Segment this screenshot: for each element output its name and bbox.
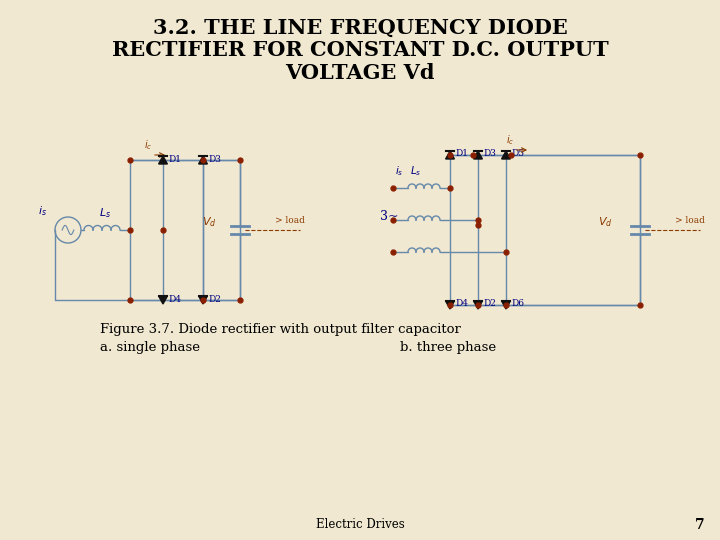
Text: D3: D3 bbox=[483, 150, 496, 159]
Text: D1: D1 bbox=[455, 150, 469, 159]
Text: b. three phase: b. three phase bbox=[400, 341, 496, 354]
Text: $i_s$: $i_s$ bbox=[395, 164, 403, 178]
Polygon shape bbox=[158, 156, 167, 164]
Polygon shape bbox=[474, 151, 482, 159]
Text: a. single phase: a. single phase bbox=[100, 341, 200, 354]
Polygon shape bbox=[502, 151, 510, 159]
Text: $L_s$: $L_s$ bbox=[99, 206, 111, 220]
Text: D2: D2 bbox=[483, 300, 496, 308]
Text: D6: D6 bbox=[511, 300, 524, 308]
Text: > load: > load bbox=[675, 216, 705, 225]
Polygon shape bbox=[474, 301, 482, 309]
Text: 3.2. THE LINE FREQUENCY DIODE: 3.2. THE LINE FREQUENCY DIODE bbox=[153, 18, 567, 38]
Text: 7: 7 bbox=[696, 518, 705, 532]
Text: D1: D1 bbox=[168, 154, 181, 164]
Text: D2: D2 bbox=[208, 294, 221, 303]
Text: 3~: 3~ bbox=[380, 210, 398, 223]
Polygon shape bbox=[446, 151, 454, 159]
Polygon shape bbox=[446, 301, 454, 309]
Text: RECTIFIER FOR CONSTANT D.C. OUTPUT: RECTIFIER FOR CONSTANT D.C. OUTPUT bbox=[112, 40, 608, 60]
Text: $L_s$: $L_s$ bbox=[410, 164, 421, 178]
Text: D3: D3 bbox=[208, 154, 221, 164]
Text: D4: D4 bbox=[168, 294, 181, 303]
Text: D5: D5 bbox=[511, 150, 525, 159]
Text: $V_d$: $V_d$ bbox=[598, 215, 613, 229]
Text: D4: D4 bbox=[455, 300, 469, 308]
Text: $i_c$: $i_c$ bbox=[506, 133, 514, 147]
Text: $V_d$: $V_d$ bbox=[202, 215, 217, 229]
Text: > load: > load bbox=[275, 216, 305, 225]
Text: $i_s$: $i_s$ bbox=[38, 204, 47, 218]
Polygon shape bbox=[199, 156, 207, 164]
Polygon shape bbox=[199, 296, 207, 304]
Text: Electric Drives: Electric Drives bbox=[315, 518, 405, 531]
Polygon shape bbox=[502, 301, 510, 309]
Text: Figure 3.7. Diode rectifier with output filter capacitor: Figure 3.7. Diode rectifier with output … bbox=[100, 323, 461, 336]
Text: VOLTAGE Vd: VOLTAGE Vd bbox=[285, 63, 435, 83]
Text: $i_c$: $i_c$ bbox=[144, 138, 152, 152]
Polygon shape bbox=[158, 296, 167, 304]
